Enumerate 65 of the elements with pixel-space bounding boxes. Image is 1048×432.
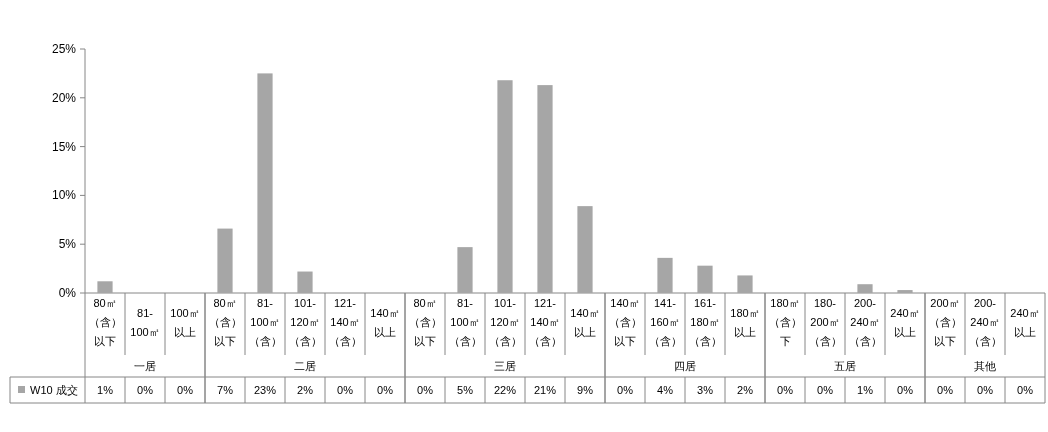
bar xyxy=(537,85,553,293)
data-label: 7% xyxy=(217,384,234,396)
text: 四居 xyxy=(674,360,696,372)
x-tick-label: 140㎡以上 xyxy=(370,306,400,338)
data-label: 1% xyxy=(857,384,874,396)
data-label: 0% xyxy=(377,384,394,396)
data-label: 0% xyxy=(137,384,154,396)
data-label: 0% xyxy=(977,384,994,396)
x-tick-label: 140㎡以上 xyxy=(570,306,600,338)
data-label: 4% xyxy=(657,384,674,396)
x-tick-label: 81-100㎡（含） xyxy=(448,297,482,347)
x-tick-label: 101-120㎡（含） xyxy=(488,297,522,347)
x-tick-label: 141-160㎡（含） xyxy=(648,297,682,347)
text: 五居 xyxy=(834,360,856,372)
x-tick-label: 121-140㎡（含） xyxy=(328,297,362,347)
y-tick-label: 5% xyxy=(58,237,77,252)
data-label: 0% xyxy=(337,384,354,396)
x-tick-label: 80㎡（含）以下 xyxy=(208,297,242,347)
legend-label: W10 成交 xyxy=(30,384,78,396)
y-tick-label: 25% xyxy=(51,42,77,56)
bar xyxy=(497,80,513,293)
x-tick-label: 240㎡以上 xyxy=(890,306,920,338)
data-label: 21% xyxy=(533,384,557,396)
data-label: 23% xyxy=(253,384,277,396)
bar xyxy=(457,247,473,293)
x-tick-label: 121-140㎡（含） xyxy=(528,297,562,347)
data-label: 0% xyxy=(1017,384,1034,396)
x-tick-label: 81-100㎡ xyxy=(130,306,160,338)
text: 二居 xyxy=(294,360,316,372)
data-label: 9% xyxy=(577,384,594,396)
y-tick-label: 0% xyxy=(58,286,77,300)
x-tick-label: 161-180㎡（含） xyxy=(688,297,722,347)
data-label: 0% xyxy=(177,384,194,396)
data-label: 0% xyxy=(417,384,434,396)
text: 其他 xyxy=(974,360,996,372)
x-tick-label: 180-200㎡（含） xyxy=(808,297,842,347)
data-label: 0% xyxy=(937,384,954,396)
bar xyxy=(577,206,593,293)
y-tick-label: 20% xyxy=(51,90,77,105)
x-tick-label: 140㎡（含）以下 xyxy=(608,297,642,347)
y-tick-label: 10% xyxy=(51,188,77,203)
data-label: 0% xyxy=(897,384,914,396)
data-label: 2% xyxy=(297,384,314,396)
data-label: 2% xyxy=(737,384,754,396)
text: 一居 xyxy=(134,360,156,372)
text: 三居 xyxy=(494,360,516,372)
x-tick-label: 101-120㎡（含） xyxy=(288,297,322,347)
x-tick-label: 200㎡（含）以下 xyxy=(928,297,962,347)
y-tick-label: 15% xyxy=(51,139,77,154)
x-tick-label: 80㎡（含）以下 xyxy=(88,297,122,347)
x-tick-label: 80㎡（含）以下 xyxy=(408,297,442,347)
data-label: 22% xyxy=(493,384,517,396)
x-tick-label: 180㎡（含）下 xyxy=(768,297,802,347)
x-tick-label: 200-240㎡（含） xyxy=(848,297,882,347)
data-label: 0% xyxy=(777,384,794,396)
x-tick-label: 100㎡以上 xyxy=(170,306,200,338)
x-tick-label: 200-240㎡（含） xyxy=(968,297,1002,347)
data-label: 1% xyxy=(97,384,114,396)
x-tick-label: 240㎡以上 xyxy=(1010,306,1040,338)
data-label: 3% xyxy=(697,384,714,396)
data-label: 0% xyxy=(817,384,834,396)
x-tick-label: 180㎡以上 xyxy=(730,306,760,338)
data-label: 0% xyxy=(617,384,634,396)
x-tick-label: 81-100㎡（含） xyxy=(248,297,282,347)
data-label: 5% xyxy=(457,384,474,396)
